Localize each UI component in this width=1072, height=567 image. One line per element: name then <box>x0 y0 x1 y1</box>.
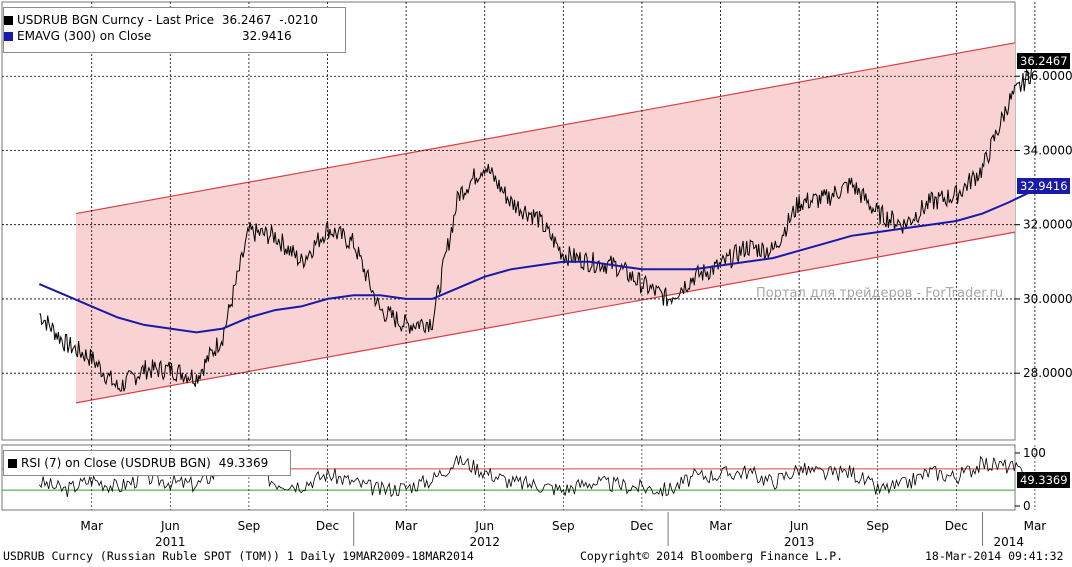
x-axis: Mar Jun Sep Dec Mar Jun Sep Dec Mar Jun Sep Dec Mar2… <box>80 512 1046 549</box>
ema-series-line <box>38 188 1036 334</box>
month-label: Mar <box>80 519 103 533</box>
rsi-legend-value: 49.3369 <box>218 456 269 470</box>
rsi-legend: RSI (7) on Close (USDRUB BGN) 49.3369 <box>3 450 291 476</box>
month-label: Mar <box>709 519 732 533</box>
month-label: Jun <box>474 519 494 533</box>
price-swatch <box>4 15 13 25</box>
year-label: 2011 <box>155 535 186 549</box>
rsi-tick-label: 100 <box>1023 446 1046 460</box>
price-legend: USDRUB BGN Curncy - Last Price 36.2467 -… <box>3 7 346 53</box>
year-label: 2014 <box>993 535 1024 549</box>
month-label: Jun <box>160 519 180 533</box>
month-label: Mar <box>1024 519 1047 533</box>
price-legend-last: 36.2467 <box>221 13 272 27</box>
ema-legend-label: EMAVG (300) on Close <box>17 29 152 43</box>
price-series-line <box>39 63 1036 392</box>
price-tick-label: 32.0000 <box>1023 218 1072 232</box>
channel-lower-line <box>75 231 1016 404</box>
regression-channel <box>76 42 1015 403</box>
month-label: Sep <box>238 519 261 533</box>
rsi-last-flag: 49.3369 <box>1017 472 1070 488</box>
price-tick-label: 28.0000 <box>1023 366 1072 380</box>
price-legend-label: USDRUB BGN Curncy - Last Price <box>17 13 214 27</box>
year-label: 2013 <box>784 535 815 549</box>
ema-swatch <box>4 31 13 41</box>
ema-legend-row: EMAVG (300) on Close 32.9416 <box>4 28 345 44</box>
month-label: Mar <box>395 519 418 533</box>
footer-left: USDRUB Curncy (Russian Ruble SPOT (TOM))… <box>3 549 474 563</box>
channel-upper-line <box>75 42 1016 215</box>
footer-center: Copyright© 2014 Bloomberg Finance L.P. <box>580 549 844 563</box>
month-label: Dec <box>630 519 653 533</box>
year-label: 2012 <box>469 535 500 549</box>
ema-legend-value: 32.9416 <box>242 29 292 43</box>
price-last-flag: 36.2467 <box>1017 53 1070 69</box>
price-tick-label: 30.0000 <box>1023 292 1072 306</box>
month-label: Sep <box>552 519 575 533</box>
footer-right: 18-Mar-2014 09:41:32 <box>925 549 1064 563</box>
watermark: Портал для трейдеров - ForTrader.ru <box>756 286 1004 301</box>
month-label: Sep <box>866 519 889 533</box>
price-legend-row: USDRUB BGN Curncy - Last Price 36.2467 -… <box>4 12 345 28</box>
month-label: Dec <box>316 519 339 533</box>
rsi-tick-label: 0 <box>1023 499 1031 513</box>
ema-last-flag: 32.9416 <box>1017 178 1070 194</box>
rsi-legend-label: RSI (7) on Close (USDRUB BGN) <box>21 456 211 470</box>
price-tick-label: 34.0000 <box>1023 143 1072 157</box>
month-label: Jun <box>789 519 809 533</box>
price-legend-change: -.0210 <box>279 13 318 27</box>
rsi-swatch <box>8 458 17 468</box>
month-label: Dec <box>945 519 968 533</box>
